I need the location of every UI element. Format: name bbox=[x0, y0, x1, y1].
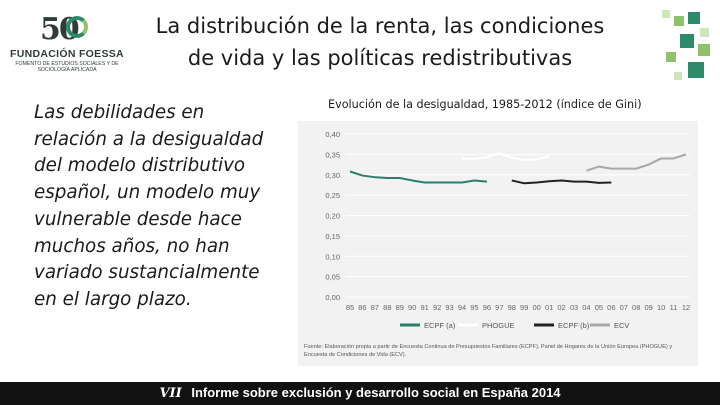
y-tick-label: 0,05 bbox=[325, 273, 340, 282]
series-line-ecpf-b bbox=[511, 179, 612, 185]
legend-label: ECPF (a) bbox=[424, 321, 456, 330]
y-tick-label: 0,25 bbox=[325, 191, 340, 200]
legend-label: PHOGUE bbox=[482, 321, 515, 330]
slide-title-line1: La distribución de la renta, las condici… bbox=[155, 14, 605, 38]
y-tick-label: 0,35 bbox=[325, 150, 340, 159]
y-tick-label: 0,00 bbox=[325, 293, 340, 302]
chart-source-note: Fuente: Elaboración propia a partir de E… bbox=[304, 344, 673, 358]
body-text: Las debilidades en relación a la desigua… bbox=[34, 102, 264, 310]
x-tick-label: 03 bbox=[570, 303, 578, 312]
y-tick-label: 0,30 bbox=[325, 171, 340, 180]
x-tick-label: 12 bbox=[682, 303, 690, 312]
decorative-squares-icon bbox=[644, 6, 714, 86]
series-line-phogue bbox=[461, 152, 550, 162]
chart-title: Evolución de la desigualdad, 1985-2012 (… bbox=[328, 98, 642, 111]
x-tick-label: 05 bbox=[595, 303, 603, 312]
x-tick-label: 87 bbox=[371, 303, 379, 312]
x-tick-label: 93 bbox=[445, 303, 453, 312]
x-tick-label: 89 bbox=[396, 303, 404, 312]
x-tick-label: 88 bbox=[383, 303, 391, 312]
x-tick-label: 02 bbox=[557, 303, 565, 312]
footer-report-title: Informe sobre exclusión y desarrollo soc… bbox=[191, 385, 561, 400]
chart-panel: 0,40 0,35 0,30 0,25 0,20 0,15 0,10 0,05 0,00 85 86… bbox=[298, 121, 698, 366]
x-tick-label: 01 bbox=[545, 303, 553, 312]
footer-bar: VII Informe sobre exclusión y desarrollo… bbox=[0, 382, 720, 405]
x-tick-label: 08 bbox=[632, 303, 640, 312]
x-tick-label: 11 bbox=[670, 303, 678, 312]
legend-label: ECPF (b) bbox=[558, 321, 590, 330]
logo-ring-icon bbox=[66, 16, 88, 38]
logo-subtitle: Fomento de Estudios Sociales y de Sociol… bbox=[15, 61, 119, 73]
slide-title: La distribución de la renta, las condici… bbox=[120, 10, 640, 74]
foessa-logo: 50 FUNDACIÓN FOESSA Fomento de Estudios … bbox=[8, 8, 126, 80]
x-tick-label: 06 bbox=[607, 303, 615, 312]
x-tick-label: 09 bbox=[644, 303, 652, 312]
x-tick-label: 94 bbox=[458, 303, 466, 312]
x-tick-label: 91 bbox=[420, 303, 428, 312]
x-tick-label: 07 bbox=[620, 303, 628, 312]
gini-line-chart: 0,40 0,35 0,30 0,25 0,20 0,15 0,10 0,05 0,00 85 86… bbox=[325, 130, 690, 330]
x-tick-label: 97 bbox=[495, 303, 503, 312]
y-tick-label: 0,40 bbox=[325, 130, 340, 139]
slide-title-line2: de vida y las políticas redistributivas bbox=[187, 46, 573, 70]
logo-name: FUNDACIÓN FOESSA bbox=[10, 48, 124, 60]
x-tick-label: 95 bbox=[470, 303, 478, 312]
x-tick-label: 98 bbox=[508, 303, 516, 312]
x-tick-label: 00 bbox=[532, 303, 540, 312]
y-tick-label: 0,20 bbox=[325, 212, 340, 221]
x-tick-label: 04 bbox=[582, 303, 590, 312]
x-tick-label: 85 bbox=[346, 303, 354, 312]
footer-report-number: VII bbox=[159, 386, 182, 401]
series-line-ecv bbox=[586, 153, 687, 172]
footer-text: VII Informe sobre exclusión y desarrollo… bbox=[0, 385, 720, 401]
legend-label: ECV bbox=[614, 321, 629, 330]
x-tick-label: 90 bbox=[408, 303, 416, 312]
x-tick-label: 99 bbox=[520, 303, 528, 312]
series-line-ecpf-a bbox=[349, 170, 487, 184]
y-tick-label: 0,15 bbox=[325, 232, 340, 241]
x-tick-label: 86 bbox=[358, 303, 366, 312]
x-tick-label: 96 bbox=[483, 303, 491, 312]
y-tick-label: 0,10 bbox=[325, 252, 340, 261]
x-tick-label: 92 bbox=[433, 303, 441, 312]
x-tick-label: 10 bbox=[657, 303, 665, 312]
